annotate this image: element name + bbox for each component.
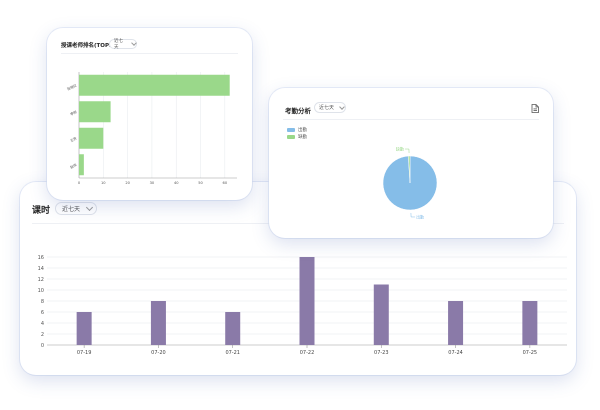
x-tick-label: 07-24 [448, 350, 463, 356]
bar [225, 312, 241, 345]
x-tick-label: 40 [174, 181, 179, 185]
ranking-card: 授课老师排名(TOP50) 近七天 0 10 20 30 40 50 60 张晓红李刚王芳赵伟 [47, 28, 252, 200]
bar [79, 74, 230, 96]
attendance-card: 考勤分析 近七天 出勤 缺勤 出勤 缺勤 [269, 88, 553, 238]
pie-label-line [404, 148, 410, 154]
x-tick-label: 07-23 [374, 350, 389, 356]
y-tick-label: 10 [38, 288, 44, 294]
x-tick-label: 60 [223, 181, 228, 185]
attendance-range-select[interactable]: 近七天 [314, 102, 346, 113]
legend-swatch [287, 134, 295, 139]
y-tick-label: 12 [38, 277, 44, 283]
attendance-range-select-value: 近七天 [319, 105, 335, 111]
y-tick-label: 王芳 [69, 135, 78, 143]
y-tick-label: 张晓红 [66, 82, 78, 91]
hours-bar-chart: 0 2 4 6 8 10 12 14 16 07-19 07-20 07-21 07-22 07-23 07… [38, 255, 567, 356]
file-export-icon[interactable] [531, 104, 539, 113]
bar [79, 101, 111, 123]
x-tick-label: 50 [198, 181, 203, 185]
pie-label-line [410, 212, 416, 218]
x-tick-label: 07-22 [300, 350, 315, 356]
legend-label: 出勤 [298, 127, 307, 133]
pie-label: 出勤 [416, 213, 424, 219]
hours-range-select[interactable]: 近七天 [55, 202, 97, 215]
ranking-range-select[interactable]: 近七天 [109, 39, 137, 50]
bar [448, 301, 464, 345]
bar [150, 301, 166, 345]
attendance-pie-chart: 出勤 缺勤 [382, 146, 438, 219]
x-tick-label: 07-20 [151, 350, 166, 356]
y-tick-label: 李刚 [69, 109, 78, 117]
bar [522, 301, 538, 345]
bar [76, 312, 92, 345]
ranking-card-divider [61, 53, 238, 54]
hours-card-title: 课时 [32, 206, 51, 216]
ranking-range-select-value: 近七天 [114, 39, 123, 50]
y-tick-label: 14 [38, 266, 44, 272]
pie-label: 缺勤 [396, 146, 404, 152]
x-tick-label: 07-21 [225, 350, 240, 356]
y-tick-label: 6 [41, 310, 44, 316]
y-tick-label: 赵伟 [69, 162, 78, 170]
y-tick-label: 2 [41, 332, 44, 338]
bar [79, 127, 104, 149]
legend-item-absent[interactable]: 缺勤 [287, 133, 307, 140]
bar [79, 154, 84, 176]
x-tick-label: 07-19 [77, 350, 92, 356]
y-tick-label: 16 [38, 255, 44, 261]
x-tick-label: 07-25 [523, 350, 538, 356]
attendance-card-title: 考勤分析 [285, 107, 311, 115]
attendance-legend: 出勤 缺勤 [287, 126, 307, 140]
y-tick-label: 4 [41, 321, 44, 327]
legend-item-present[interactable]: 出勤 [287, 126, 307, 133]
legend-label: 缺勤 [298, 134, 307, 140]
bar [299, 257, 315, 345]
y-tick-label: 8 [41, 299, 44, 305]
y-tick-label: 0 [41, 343, 44, 349]
x-tick-label: 20 [125, 181, 130, 185]
ranking-card-title: 授课老师排名(TOP50) [61, 43, 120, 49]
x-tick-label: 0 [78, 181, 81, 185]
pie-slice [408, 155, 411, 184]
bar [373, 284, 389, 345]
attendance-card-divider [283, 119, 539, 120]
x-tick-label: 10 [101, 181, 106, 185]
legend-swatch [287, 127, 295, 132]
hours-range-select-value: 近七天 [62, 206, 81, 213]
x-tick-label: 30 [150, 181, 155, 185]
